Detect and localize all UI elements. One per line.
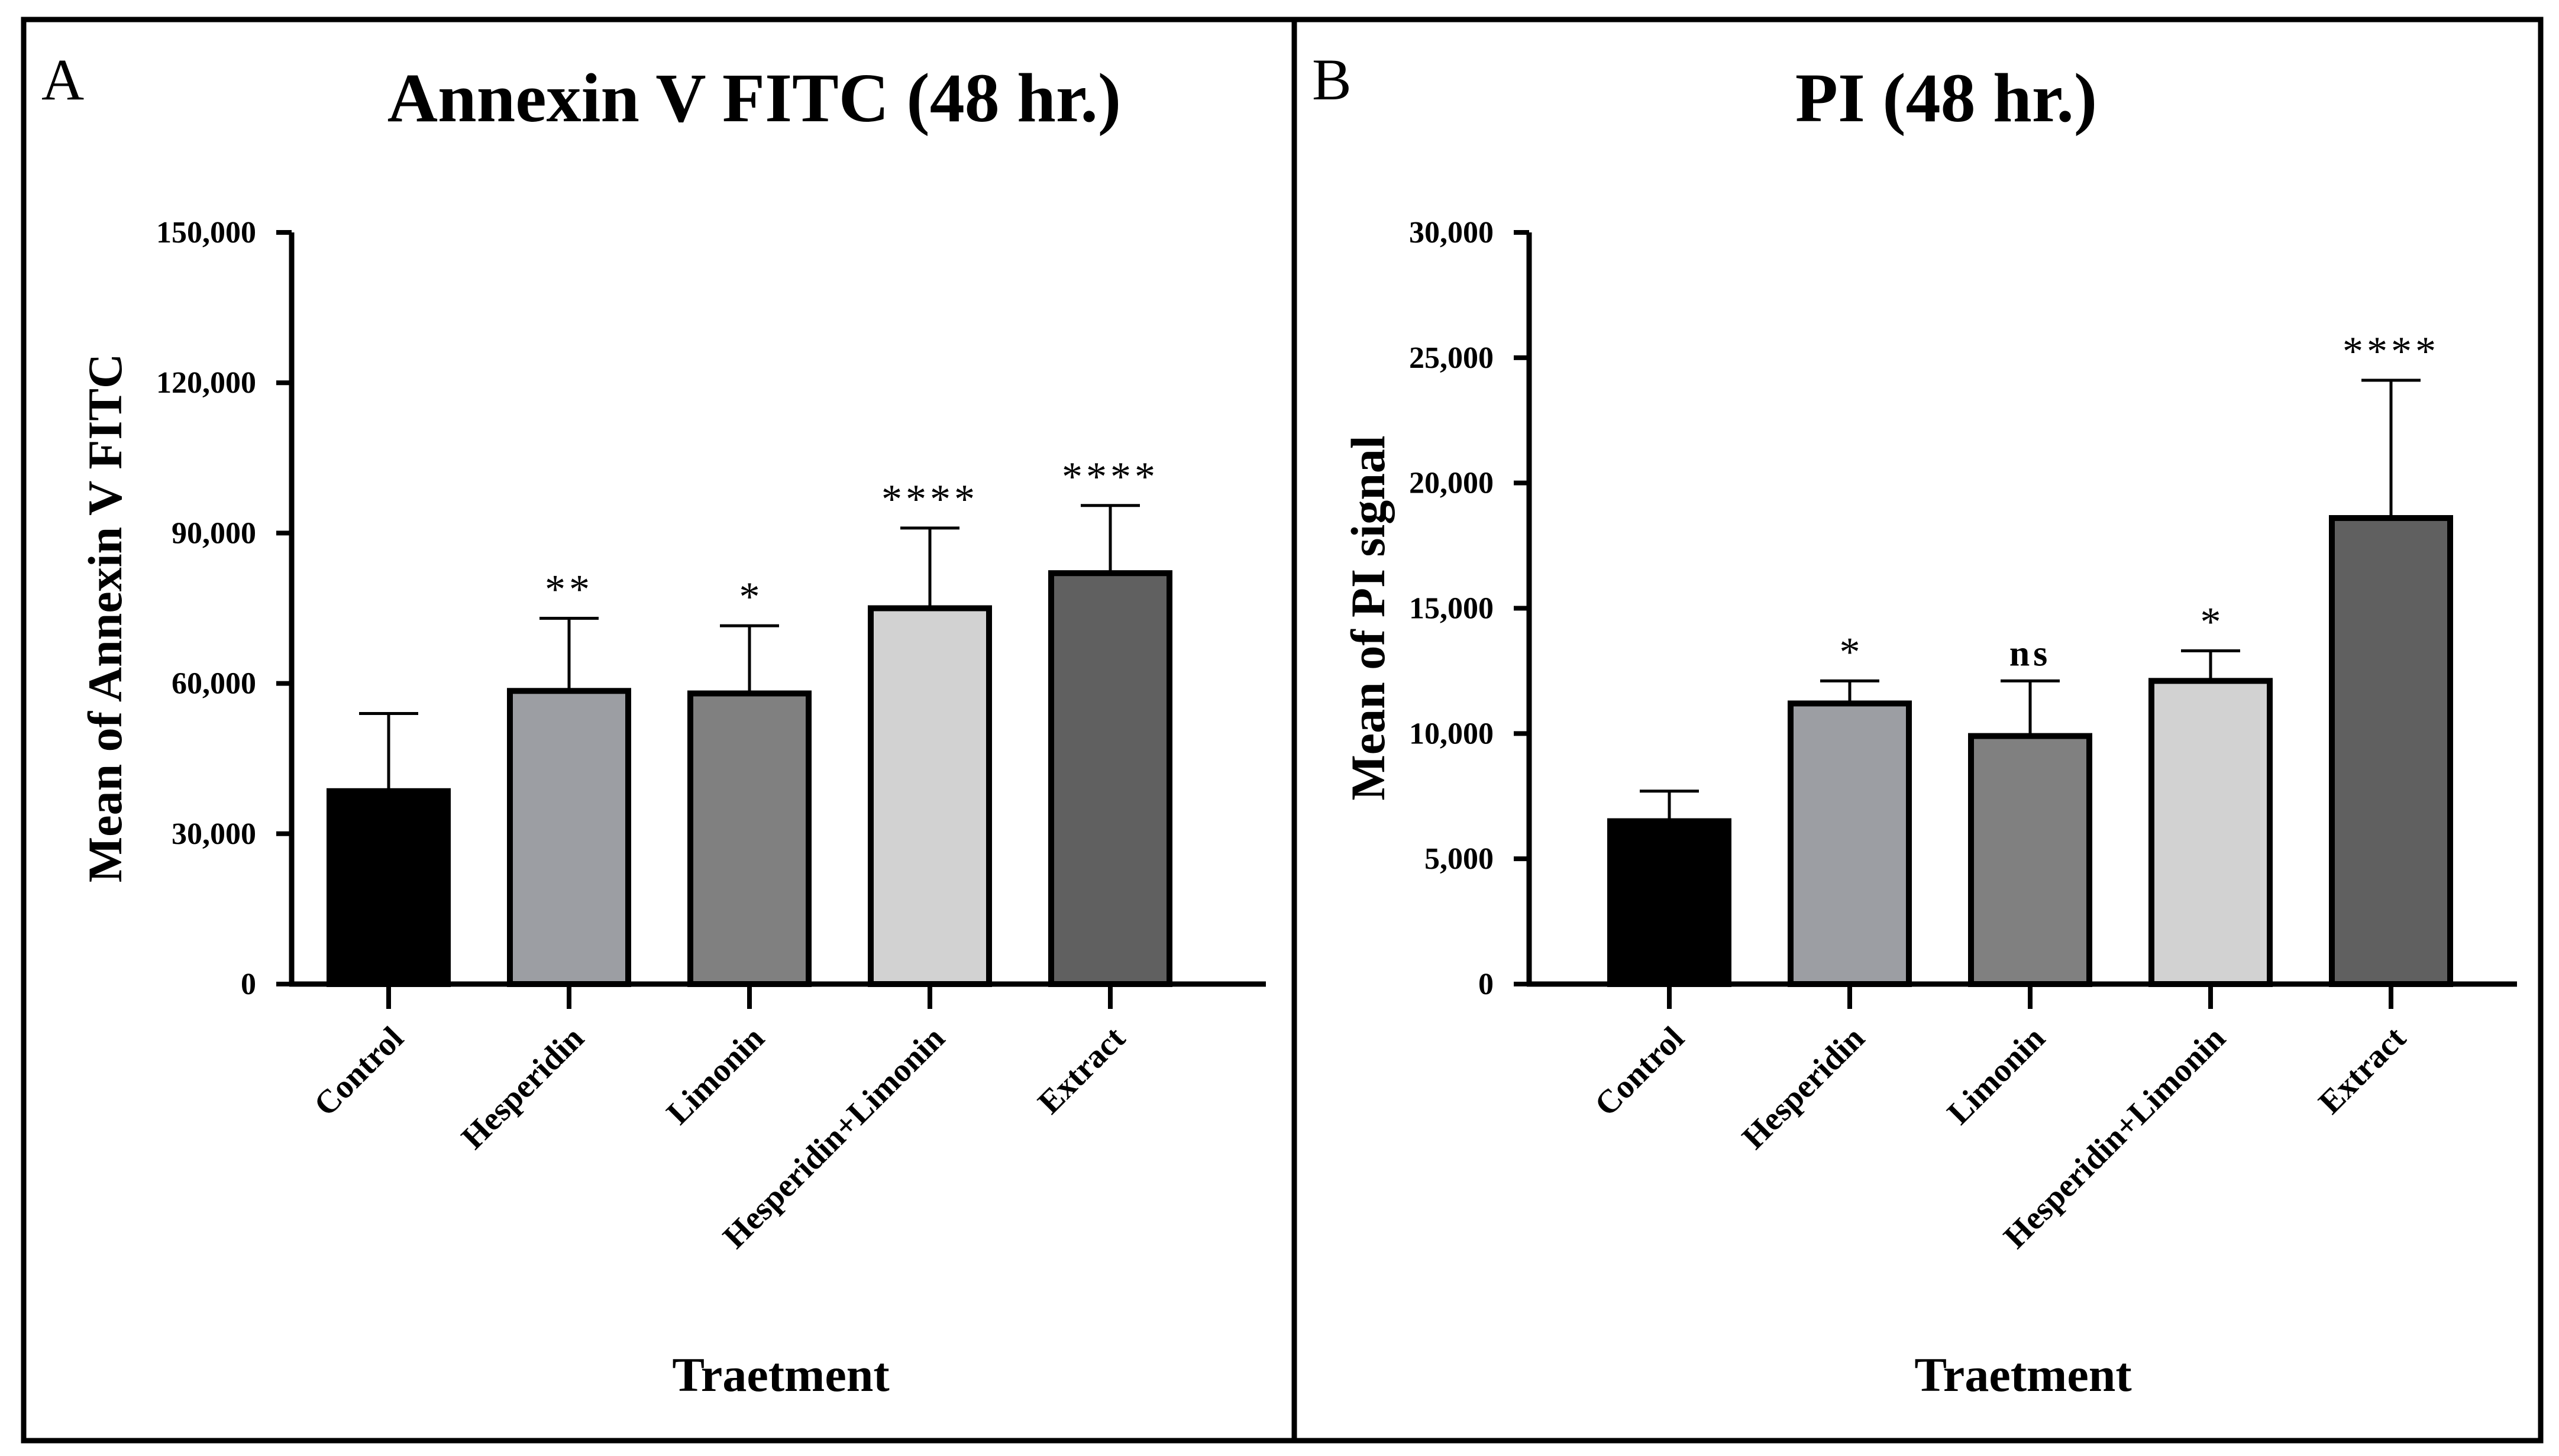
- panel-b-bar: [1607, 818, 1731, 988]
- panel-a-x-axis-label: Traetment: [672, 1348, 889, 1402]
- panel-a-y-tick-label: 60,000: [172, 667, 256, 701]
- panel-b-y-tick-label: 10,000: [1409, 717, 1494, 750]
- panel-a-significance-label: *: [739, 574, 760, 620]
- panel-a-letter: A: [41, 47, 84, 112]
- panel-a-bar: [1048, 570, 1172, 987]
- panel-b-y-tick-label: 20,000: [1409, 467, 1494, 500]
- panel-b-bar: [2329, 515, 2453, 987]
- panel-a-significance-label: ****: [1062, 454, 1159, 500]
- panel-b-y-tick-label: 0: [1478, 968, 1494, 1001]
- panel-a-y-tick-label: 0: [241, 968, 256, 1001]
- panel-a-bar: [687, 690, 812, 987]
- panel-b-significance-label: *: [2201, 600, 2221, 645]
- panel-b-letter: B: [1312, 47, 1352, 112]
- panel-b-y-axis-label: Mean of PI signal: [1341, 435, 1395, 800]
- panel-b-significance-label: ****: [2342, 329, 2440, 374]
- figure-frame: [21, 17, 2544, 1444]
- panel-b-bar: [2148, 678, 2273, 987]
- panel-a-y-tick-label: 30,000: [172, 817, 256, 851]
- panel-a-y-axis-label: Mean of Annexin V FITC: [78, 354, 132, 883]
- panel-a-y-tick-label: 90,000: [172, 516, 256, 550]
- panel-a-title: Annexin V FITC (48 hr.): [387, 59, 1121, 137]
- panel-b-significance-label: *: [1840, 629, 1860, 675]
- panel-a-bar: [868, 605, 992, 987]
- panel-a-y-tick-label: 150,000: [156, 216, 256, 250]
- panel-a-bar: [327, 788, 451, 987]
- panel-b-y-tick-label: 25,000: [1409, 341, 1494, 375]
- panel-b-title: PI (48 hr.): [1795, 59, 2097, 137]
- panel-b-y-tick-label: 30,000: [1409, 216, 1494, 250]
- panel-b-bar: [1788, 700, 1912, 987]
- panel-b-significance-label: ns: [2009, 633, 2051, 674]
- panel-b-bar: [1968, 733, 2092, 987]
- panel-a-significance-label: **: [545, 567, 593, 612]
- panel-b-y-tick-label: 15,000: [1409, 592, 1494, 626]
- panel-b-y-tick-label: 5,000: [1424, 842, 1494, 876]
- panel-a-bar: [507, 688, 631, 988]
- panel-a-y-tick-label: 120,000: [156, 366, 256, 400]
- panel-b-x-axis-label: Traetment: [1914, 1348, 2131, 1402]
- panel-a-significance-label: ****: [881, 477, 978, 522]
